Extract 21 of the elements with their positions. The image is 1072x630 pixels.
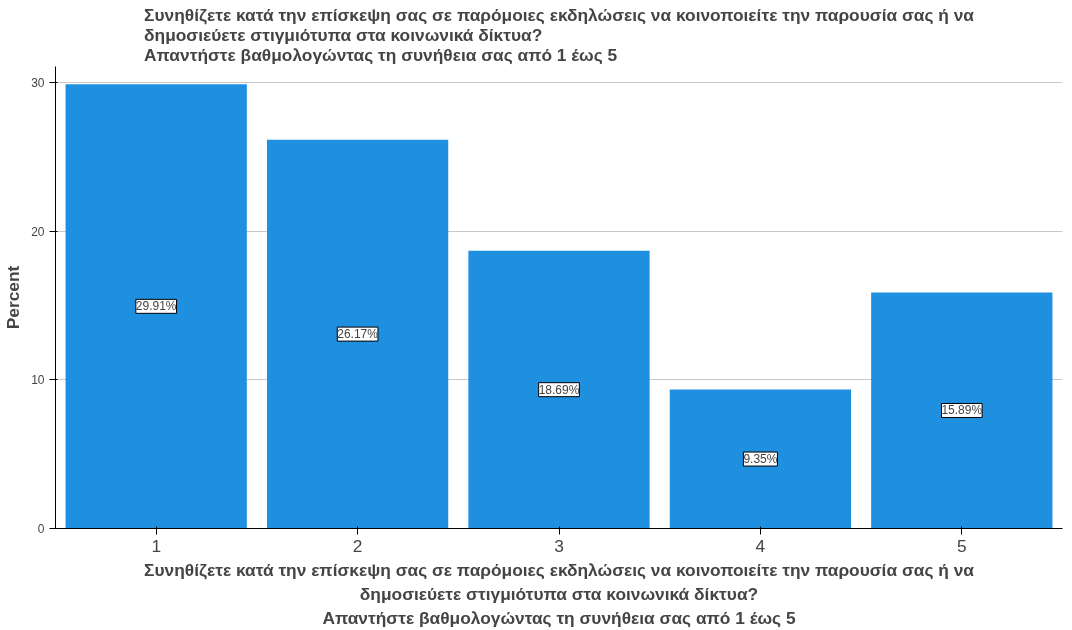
chart-title: Συνηθίζετε κατά την επίσκεψη σας σε παρόμοιες εκδηλώσεις να κοινοποιείτε την παρουσία σας ή να δημοσιεύετε στιγμιότυπα στα κοινωνικά δίκτυα? Απαντήστε βαθμολογώντας τη συνήθεια σας από 1 έως 5 [144, 4, 975, 65]
y-tick-label: 10 [31, 373, 45, 388]
x-tick-label: 2 [352, 535, 363, 556]
y-tick-label: 20 [31, 224, 45, 239]
x-axis-title: Συνηθίζετε κατά την επίσκεψη σας σε παρόμοιες εκδηλώσεις να κοινοποιείτε την παρουσία σας ή να δημοσιεύετε στιγμιότυπα στα κοινωνικά δίκτυα? Απαντήστε βαθμολογώντας τη συνήθεια σας από 1 έως 5 [144, 559, 975, 628]
y-tick-label: 30 [31, 76, 45, 91]
x-tick-label: 1 [151, 535, 162, 556]
bar [65, 84, 247, 529]
x-tick-label: 3 [554, 535, 564, 556]
y-tick-label: 0 [37, 522, 45, 536]
data-label: 9.35% [743, 452, 778, 467]
bar [266, 139, 449, 529]
bar [871, 292, 1053, 529]
x-tick-label: 4 [755, 535, 766, 556]
bar [468, 250, 650, 529]
data-label: 15.89% [941, 403, 983, 418]
data-label: 29.91% [135, 299, 177, 314]
bar [669, 389, 852, 529]
x-tick-label: 5 [956, 535, 967, 556]
y-axis-title: Percent [3, 265, 24, 330]
data-label: 18.69% [538, 382, 580, 397]
